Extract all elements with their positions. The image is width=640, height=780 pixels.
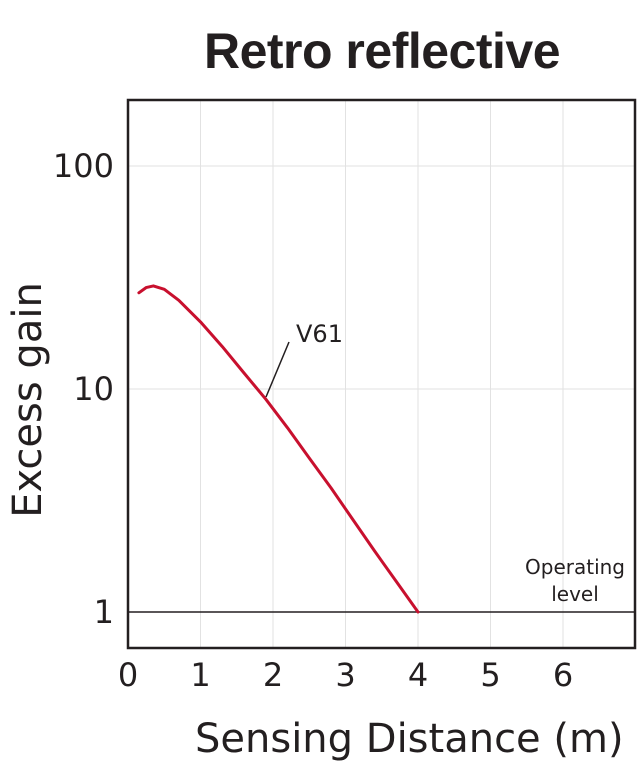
operating-level-label: level xyxy=(551,582,599,606)
plot-frame xyxy=(126,98,637,650)
y-tick-label: 10 xyxy=(73,370,114,408)
x-tick-label: 5 xyxy=(480,656,500,694)
annotation-leader-line xyxy=(265,341,290,398)
x-tick-label: 2 xyxy=(263,656,283,694)
x-axis-label: Sensing Distance (m) xyxy=(195,716,624,762)
x-tick-label: 4 xyxy=(408,656,428,694)
series-group xyxy=(137,284,420,614)
operating-level-label: Operating xyxy=(525,555,625,579)
y-tick-label: 100 xyxy=(53,147,114,185)
annotation-label-v61: V61 xyxy=(296,320,343,348)
series-line-v61 xyxy=(137,284,420,614)
x-tick-label: 1 xyxy=(190,656,210,694)
annotations-group: V61 xyxy=(265,320,343,398)
x-tick-label: 0 xyxy=(118,656,138,694)
x-tick-label: 6 xyxy=(553,656,573,694)
x-tick-label: 3 xyxy=(335,656,355,694)
reference-line-group: Operating level xyxy=(128,555,635,613)
y-tick-label: 1 xyxy=(94,593,114,631)
chart-title: Retro reflective xyxy=(203,23,561,79)
